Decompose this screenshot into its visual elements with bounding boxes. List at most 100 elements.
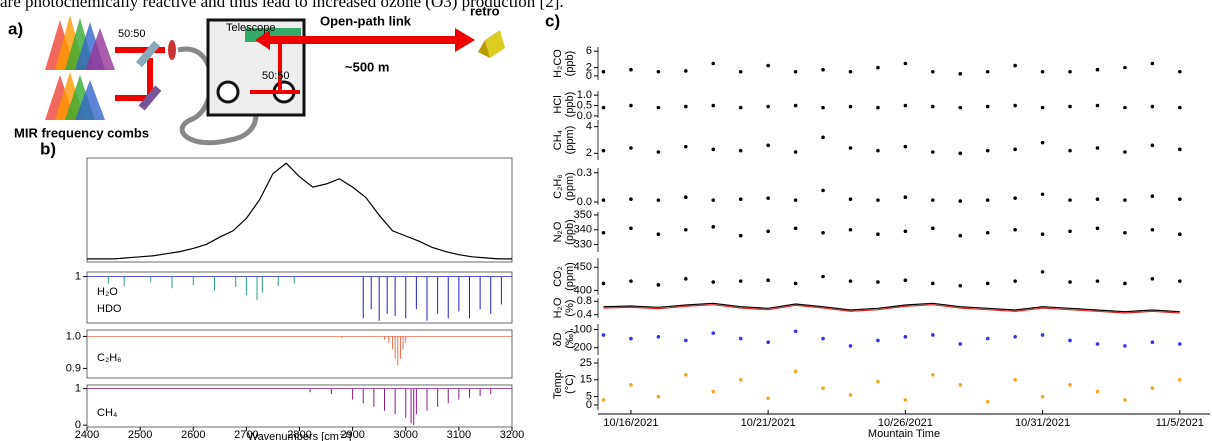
- data-point: [903, 398, 908, 402]
- data-point: [821, 230, 825, 235]
- data-point: [766, 196, 770, 200]
- data-point: [985, 281, 990, 286]
- data-point: [738, 69, 743, 74]
- data-point: [766, 63, 770, 68]
- data-point: [684, 104, 688, 109]
- data-point: [1095, 146, 1100, 150]
- data-point: [985, 336, 990, 341]
- x-axis-label: Mountain Time: [868, 428, 940, 440]
- data-point: [985, 148, 990, 153]
- y-axis-label: δD: [552, 332, 564, 346]
- data-point: [1178, 378, 1182, 382]
- data-point: [656, 69, 661, 74]
- y-axis-label: (%): [564, 299, 576, 316]
- y-tick-label: 5: [586, 390, 592, 402]
- data-point: [848, 146, 853, 150]
- panel-a: a) 50:50 Telescope Open-path link retro …: [8, 3, 505, 146]
- data-point: [1150, 194, 1155, 199]
- y-tick-label: 450: [574, 261, 592, 273]
- x-tick-label: 3000: [394, 429, 418, 441]
- y-tick-label: -100: [570, 323, 592, 335]
- y-tick-label: 0: [75, 419, 81, 431]
- y-tick-label: 1.0: [577, 89, 592, 101]
- distance-label: ~500 m: [345, 59, 389, 74]
- data-point: [821, 105, 825, 110]
- data-point: [629, 197, 633, 201]
- data-point: [1013, 103, 1017, 108]
- data-point: [958, 342, 963, 346]
- data-line: [603, 304, 1180, 314]
- y-tick-label: 0.9: [66, 362, 81, 374]
- legend-label: C₂H₆: [97, 352, 122, 364]
- data-point: [821, 386, 825, 390]
- data-point: [931, 226, 935, 231]
- data-point: [711, 389, 716, 394]
- data-point: [738, 197, 743, 201]
- data-point: [1178, 105, 1182, 110]
- data-point: [1040, 394, 1045, 399]
- data-point: [684, 277, 688, 281]
- data-point: [629, 146, 633, 150]
- data-point: [711, 61, 716, 66]
- data-point: [931, 198, 935, 202]
- data-point: [876, 379, 880, 384]
- x-tick-label: 2400: [75, 429, 99, 441]
- y-axis-label: (ppm): [564, 172, 576, 201]
- data-point: [903, 278, 908, 283]
- x-tick-label: 2800: [287, 429, 311, 441]
- y-axis-label: C₂H₆: [552, 174, 564, 199]
- data-point: [848, 227, 853, 232]
- y-axis-label: H₂CO: [552, 49, 564, 78]
- data-point: [1068, 198, 1072, 202]
- frame: [86, 329, 513, 379]
- y-axis-label: (ppm): [564, 262, 576, 291]
- y-tick-label: 0: [586, 70, 592, 82]
- data-point: [1123, 198, 1127, 202]
- data-point: [793, 226, 798, 231]
- y-axis-label: N₂O: [552, 221, 564, 242]
- link-label: Open-path link: [320, 13, 412, 28]
- retro-label: retro: [470, 3, 500, 18]
- data-point: [1013, 279, 1017, 283]
- data-point: [903, 103, 908, 108]
- data-point: [1095, 67, 1100, 72]
- data-line: [87, 162, 512, 260]
- y-axis-label: Temp.: [552, 369, 564, 399]
- data-point: [848, 279, 853, 283]
- data-point: [684, 144, 688, 149]
- data-point: [629, 336, 633, 341]
- data-point: [1040, 270, 1045, 274]
- data-point: [1095, 279, 1100, 283]
- data-point: [958, 233, 963, 238]
- data-point: [1040, 140, 1045, 145]
- data-point: [1123, 105, 1127, 110]
- data-point: [876, 280, 880, 284]
- x-tick-label: 2500: [128, 429, 152, 441]
- data-point: [1068, 104, 1072, 109]
- data-point: [985, 230, 990, 235]
- data-point: [793, 198, 798, 202]
- header-text: are photochemically reactive and thus le…: [0, 0, 564, 11]
- data-point: [738, 233, 743, 238]
- panel-label: b): [40, 139, 56, 158]
- data-point: [958, 72, 963, 76]
- data-point: [738, 279, 743, 283]
- data-point: [1178, 232, 1182, 237]
- data-point: [684, 69, 688, 73]
- panel-label: c): [545, 11, 560, 30]
- y-tick-label: -200: [570, 342, 592, 354]
- x-tick-label: 2900: [340, 429, 364, 441]
- frame: [86, 157, 513, 263]
- x-tick-label: 10/26/2021: [878, 417, 933, 429]
- data-point: [1150, 277, 1155, 281]
- data-point: [1013, 196, 1017, 200]
- data-point: [1178, 147, 1182, 152]
- data-point: [985, 104, 990, 109]
- data-point: [821, 135, 825, 140]
- data-point: [958, 199, 963, 203]
- y-axis-label: HCl: [552, 95, 564, 113]
- x-axis-label: Wavenumbers [cm⁻¹]: [248, 431, 352, 441]
- x-tick-label: 10/31/2021: [1015, 417, 1070, 429]
- data-point: [1040, 232, 1045, 237]
- y-tick-label: 2: [586, 62, 592, 74]
